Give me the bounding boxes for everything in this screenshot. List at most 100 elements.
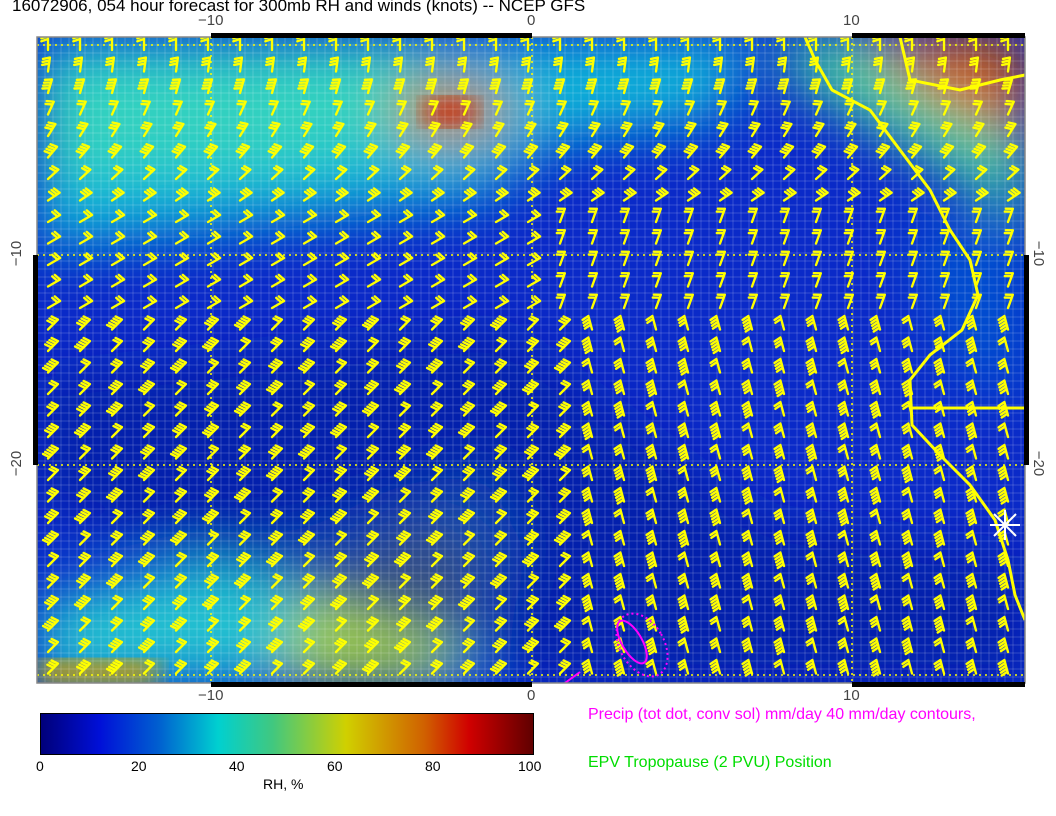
- wind-barb: [524, 358, 540, 374]
- wind-barb: [901, 443, 914, 460]
- wind-barb: [585, 78, 598, 95]
- wind-barb: [334, 530, 348, 546]
- wind-barb: [462, 379, 476, 396]
- wind-barb: [235, 143, 251, 159]
- wind-barb: [805, 336, 818, 353]
- wind-barb: [901, 422, 914, 439]
- wind-barb: [334, 187, 349, 202]
- wind-barb: [108, 379, 124, 396]
- wind-barb: [837, 422, 850, 441]
- wind-barb: [901, 551, 914, 570]
- wind-barb: [174, 573, 188, 589]
- wind-barb: [901, 508, 914, 525]
- wind-barb: [837, 615, 850, 632]
- wind-barb: [805, 400, 818, 417]
- wind-barb: [750, 165, 764, 181]
- wind-barb: [265, 465, 284, 482]
- wind-barb: [741, 400, 754, 419]
- wind-barb: [329, 336, 348, 353]
- wind-barb: [526, 336, 540, 353]
- wind-barb: [462, 551, 476, 568]
- wind-barb: [1003, 250, 1014, 267]
- wind-barb: [933, 465, 946, 482]
- wind-barb: [677, 594, 690, 611]
- wind-barb: [425, 358, 444, 374]
- wind-barb: [270, 230, 286, 245]
- wind-barb: [939, 250, 950, 267]
- wind-barb: [236, 637, 252, 654]
- wind-barb: [901, 529, 914, 546]
- wind-barb: [46, 187, 61, 202]
- wind-barb: [526, 209, 542, 224]
- wind-barb: [73, 422, 92, 439]
- wind-barb: [233, 659, 252, 675]
- wind-barb: [169, 78, 182, 95]
- wind-barb: [558, 379, 572, 396]
- wind-barb: [558, 465, 572, 482]
- wind-barb: [965, 529, 978, 546]
- wind-barb: [107, 143, 123, 159]
- wind-barb: [425, 56, 436, 73]
- wind-barb: [108, 637, 124, 654]
- wind-barb: [110, 209, 126, 224]
- wind-barb: [110, 530, 124, 546]
- wind-barb: [302, 465, 316, 482]
- wind-barb: [364, 99, 375, 116]
- wind-barb: [526, 230, 542, 245]
- wind-barb: [110, 422, 124, 439]
- wind-barb: [581, 508, 594, 527]
- wind-barb: [972, 121, 985, 138]
- wind-barb: [997, 486, 1010, 505]
- wind-barb: [581, 658, 594, 675]
- wind-barb: [105, 78, 118, 95]
- wind-barb: [46, 487, 60, 503]
- wind-barb: [805, 637, 818, 654]
- wind-barb: [965, 314, 978, 331]
- wind-barb: [677, 379, 690, 396]
- wind-barb: [105, 56, 116, 73]
- wind-barb: [492, 637, 508, 654]
- wind-barb: [1001, 56, 1012, 73]
- wind-barb: [110, 508, 124, 525]
- wind-barb: [430, 487, 444, 503]
- wind-barb: [645, 594, 658, 611]
- wind-barb: [553, 78, 566, 95]
- wind-barb: [773, 529, 786, 546]
- wind-barb: [396, 444, 412, 460]
- wind-barb: [869, 314, 882, 333]
- wind-barb: [110, 616, 124, 632]
- wind-barb: [553, 616, 572, 632]
- wind-barb: [494, 422, 508, 439]
- wind-barb: [555, 250, 566, 267]
- wind-barb: [393, 78, 406, 95]
- wind-barb: [581, 637, 594, 654]
- wind-barb: [741, 465, 754, 482]
- wind-barb: [265, 78, 278, 95]
- wind-barb: [933, 572, 946, 589]
- wind-barb: [491, 143, 507, 159]
- wind-barb: [297, 530, 316, 546]
- wind-barb: [619, 272, 630, 288]
- wind-barb: [773, 314, 786, 331]
- wind-barb: [236, 99, 247, 116]
- wind-barb: [489, 78, 502, 95]
- wind-barb: [430, 573, 444, 589]
- wind-barb: [974, 165, 988, 181]
- wind-barb: [622, 187, 637, 202]
- wind-barb: [137, 56, 148, 73]
- wind-barb: [683, 143, 699, 159]
- wind-barb: [869, 465, 882, 482]
- wind-barb: [270, 594, 284, 611]
- wind-barb: [364, 121, 377, 138]
- wind-barb: [46, 295, 62, 310]
- wind-barb: [869, 658, 882, 677]
- wind-barb: [489, 487, 508, 503]
- wind-barb: [741, 336, 754, 353]
- wind-barb: [645, 551, 658, 570]
- wind-barb: [78, 165, 92, 181]
- wind-barb: [302, 165, 316, 181]
- wind-barb: [741, 314, 754, 333]
- wind-barb: [523, 143, 539, 159]
- wind-barb: [110, 444, 124, 460]
- wind-barb: [393, 551, 412, 568]
